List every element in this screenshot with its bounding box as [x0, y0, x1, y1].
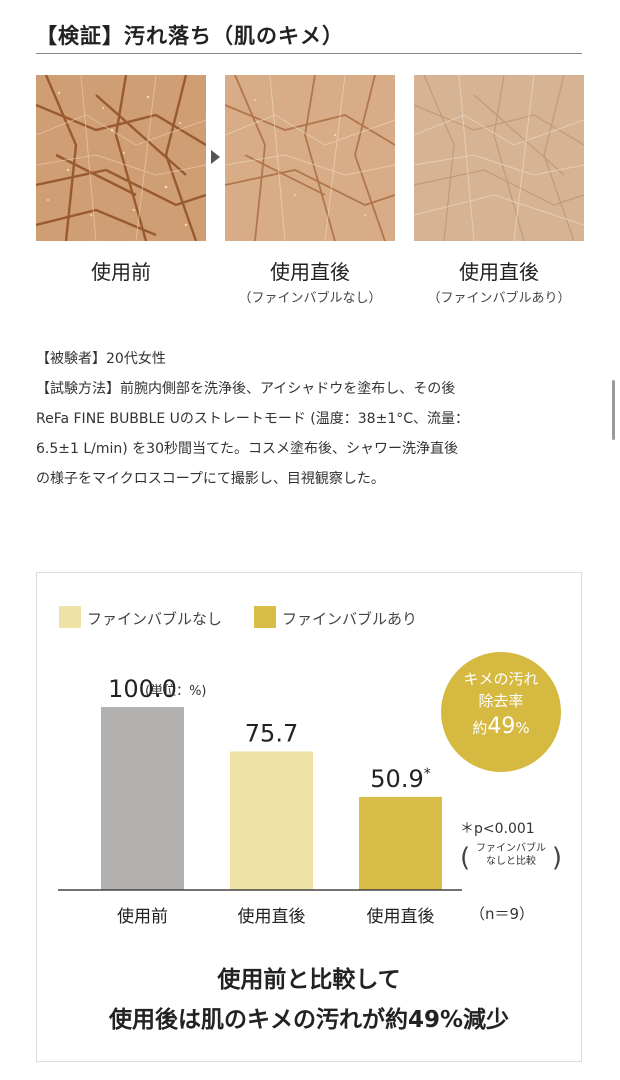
photo-caption-after-with-bubble: 使用直後 [459, 260, 539, 284]
page-title: 【検証】汚れ落ち（肌のキメ） [36, 24, 344, 48]
bar-value-label-2: 75.7 [245, 719, 298, 747]
method-line-1: 【試験方法】前腕内側部を洗浄後、アイシャドウを塗布し、その後 [36, 381, 456, 397]
legend-label-no-bubble: ファインバブルなし [87, 610, 223, 628]
bar-value-label-1: 100.0 [108, 675, 177, 703]
removal-rate-badge: キメの汚れ 除去率 約49% [441, 652, 561, 772]
significance-note: ( ファインバブル なしと比較 ) [460, 842, 562, 873]
significance-label: ＊p<0.001 [460, 821, 535, 837]
photo-subcaption-no-bubble: （ファインバブルなし） [238, 291, 382, 306]
paren-right: ) [551, 843, 562, 873]
bar-3 [359, 796, 442, 890]
method-line-2: ReFa FINE BUBBLE Uのストレートモード (温度：38±1°C、流… [36, 411, 470, 427]
badge-line-2: 除去率 [478, 692, 524, 710]
badge-unit: % [515, 719, 530, 737]
arrow-right-icon [211, 150, 220, 164]
subject-line: 【被験者】20代女性 [36, 351, 166, 367]
bar-1 [101, 707, 184, 890]
legend-swatch-with-bubble [254, 606, 276, 628]
paren-left: ( [460, 843, 471, 873]
x-tick-label-2: 使用直後 [238, 906, 306, 927]
sample-size-label: （n＝9） [470, 905, 535, 923]
legend-label-with-bubble: ファインバブルあり [282, 610, 418, 628]
chart-panel [36, 572, 582, 1062]
test-description: 【被験者】20代女性 【試験方法】前腕内側部を洗浄後、アイシャドウを塗布し、その… [36, 344, 586, 494]
conclusion-line-2: 使用後は肌のキメの汚れが約49%減少 [108, 1007, 510, 1033]
x-tick-label-3: 使用直後 [367, 906, 435, 927]
photo-subcaption-with-bubble: （ファインバブルあり） [427, 291, 571, 306]
photo-caption-before: 使用前 [91, 260, 151, 284]
title-underline [36, 53, 582, 54]
skin-photo-after-with-bubble [414, 75, 584, 241]
scrollbar-thumb[interactable] [612, 380, 615, 440]
significance-note-line-1: ファインバブル [476, 843, 546, 854]
badge-line-1: キメの汚れ [463, 670, 539, 688]
unit-label: (単位：%) [145, 683, 207, 699]
conclusion-line-1: 使用前と比較して [217, 967, 401, 993]
legend-swatch-no-bubble [59, 606, 81, 628]
x-tick-label-1: 使用前 [117, 906, 168, 927]
photo-caption-after-no-bubble: 使用直後 [270, 260, 350, 284]
badge-prefix: 約 [472, 719, 488, 737]
skin-photo-before [36, 75, 206, 241]
badge-value: 49 [487, 714, 516, 739]
bar-value-label-3: 50.9* [370, 765, 430, 793]
badge-line-3: 約49% [441, 712, 561, 743]
skin-photo-after-no-bubble [225, 75, 395, 241]
method-line-3: 6.5±1 L/min) を30秒間当てた。コスメ塗布後、シャワー洗浄直後 [36, 441, 458, 457]
method-line-4: の様子をマイクロスコープにて撮影し、目視観察した。 [36, 471, 385, 487]
significance-note-line-2: なしと比較 [486, 856, 536, 867]
bar-2 [230, 751, 313, 890]
